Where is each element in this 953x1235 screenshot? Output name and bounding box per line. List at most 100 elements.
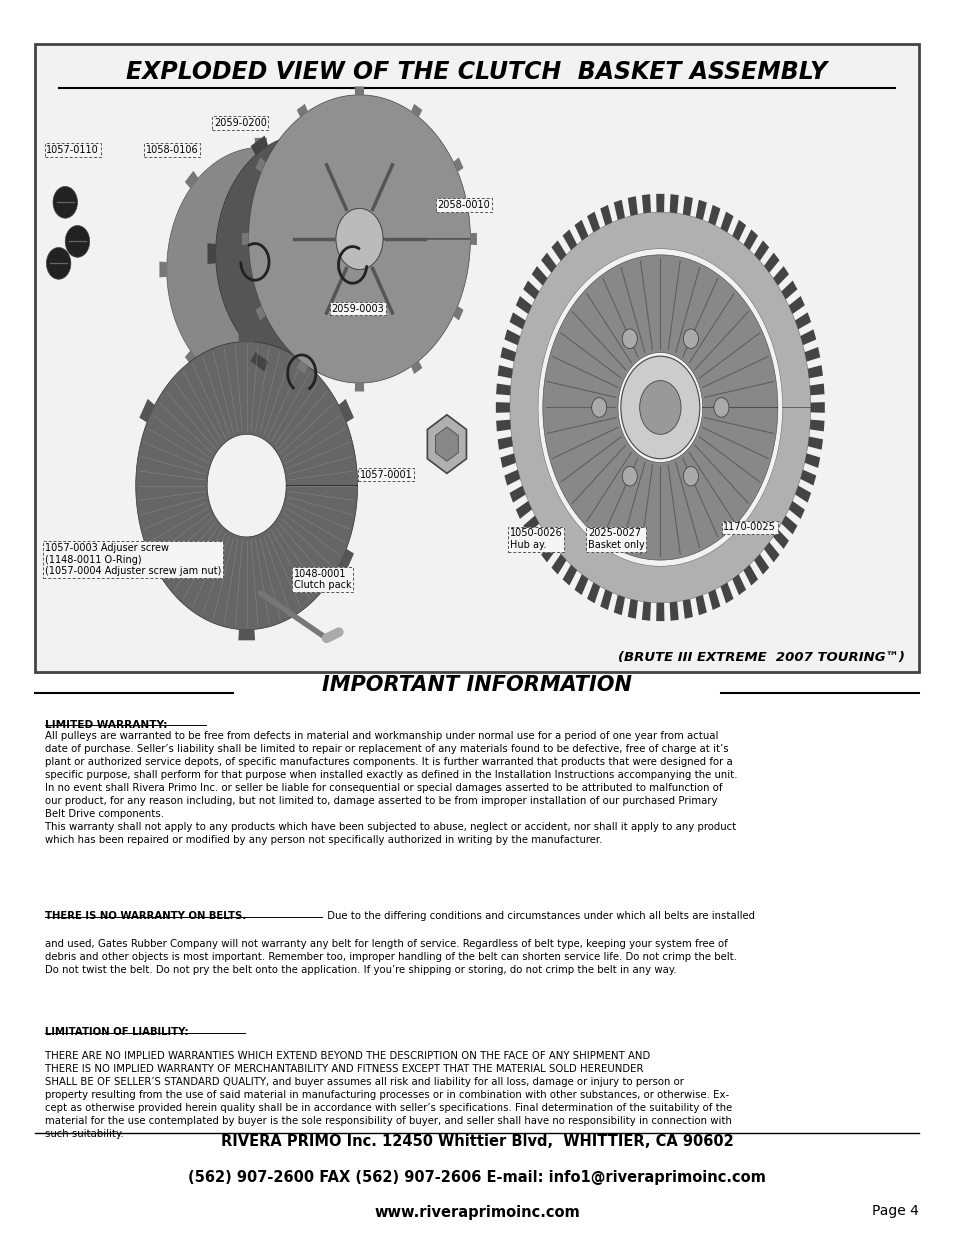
Circle shape — [621, 467, 637, 487]
Polygon shape — [809, 420, 823, 431]
Polygon shape — [627, 599, 638, 619]
Polygon shape — [347, 352, 364, 372]
Circle shape — [620, 356, 700, 458]
Polygon shape — [159, 262, 167, 278]
Polygon shape — [185, 170, 198, 189]
Polygon shape — [427, 415, 466, 473]
Polygon shape — [540, 542, 556, 562]
Polygon shape — [810, 403, 824, 412]
Polygon shape — [516, 296, 532, 314]
Polygon shape — [347, 136, 364, 156]
Polygon shape — [135, 342, 357, 630]
Polygon shape — [695, 200, 706, 220]
Polygon shape — [763, 253, 779, 273]
Polygon shape — [496, 403, 510, 412]
Polygon shape — [763, 542, 779, 562]
Polygon shape — [772, 266, 788, 285]
Circle shape — [591, 398, 606, 417]
Polygon shape — [800, 469, 816, 485]
Polygon shape — [781, 515, 797, 535]
Circle shape — [713, 398, 728, 417]
Polygon shape — [139, 548, 154, 572]
Text: 1057-0003 Adjuser screw
(1148-0011 O-Ring)
(1057-0004 Adjuster screw jam nut): 1057-0003 Adjuser screw (1148-0011 O-Rin… — [45, 543, 221, 577]
Polygon shape — [803, 347, 820, 362]
Polygon shape — [809, 384, 823, 395]
Text: THERE IS NO WARRANTY ON BELTS.: THERE IS NO WARRANTY ON BELTS. — [45, 910, 246, 920]
Polygon shape — [574, 220, 588, 241]
Text: (562) 907-2600 FAX (562) 907-2606 E-mail: info1@riveraprimoinc.com: (562) 907-2600 FAX (562) 907-2606 E-mail… — [188, 1171, 765, 1186]
Polygon shape — [720, 583, 733, 604]
Polygon shape — [542, 254, 777, 561]
Text: 2058-0010: 2058-0010 — [437, 200, 490, 210]
Polygon shape — [540, 253, 556, 273]
Polygon shape — [296, 104, 308, 117]
Polygon shape — [522, 515, 538, 535]
Polygon shape — [504, 330, 519, 346]
Polygon shape — [167, 147, 355, 391]
Polygon shape — [411, 361, 422, 374]
Polygon shape — [599, 205, 612, 226]
Polygon shape — [139, 399, 154, 422]
Text: and used, Gates Rubber Company will not warranty any belt for length of service.: and used, Gates Rubber Company will not … — [45, 939, 736, 974]
Polygon shape — [807, 437, 822, 450]
Polygon shape — [732, 220, 745, 241]
Polygon shape — [470, 233, 476, 245]
Polygon shape — [355, 383, 364, 391]
Polygon shape — [238, 331, 254, 342]
Circle shape — [335, 209, 382, 269]
Text: THERE ARE NO IMPLIED WARRANTIES WHICH EXTEND BEYOND THE DESCRIPTION ON THE FACE : THERE ARE NO IMPLIED WARRANTIES WHICH EX… — [45, 1051, 731, 1139]
Polygon shape — [453, 157, 463, 172]
Text: LIMITED WARRANTY:: LIMITED WARRANTY: — [45, 720, 167, 730]
Polygon shape — [522, 280, 538, 299]
Text: (BRUTE III EXTREME  2007 TOURING™): (BRUTE III EXTREME 2007 TOURING™) — [618, 651, 903, 664]
Polygon shape — [753, 555, 768, 574]
Text: 1170-0025: 1170-0025 — [722, 522, 776, 532]
FancyBboxPatch shape — [35, 43, 918, 672]
Circle shape — [65, 226, 90, 257]
Text: LIMITATION OF LIABILITY:: LIMITATION OF LIABILITY: — [45, 1026, 188, 1036]
Polygon shape — [399, 243, 408, 264]
Text: Due to the differing conditions and circumstances under which all belts are inst: Due to the differing conditions and circ… — [323, 910, 754, 920]
Polygon shape — [255, 157, 266, 172]
Polygon shape — [338, 399, 354, 422]
Polygon shape — [772, 530, 788, 548]
Polygon shape — [531, 266, 547, 285]
Polygon shape — [500, 453, 516, 468]
Polygon shape — [720, 211, 733, 232]
Text: 1057-0110: 1057-0110 — [47, 144, 99, 154]
Polygon shape — [355, 86, 364, 95]
Polygon shape — [551, 555, 566, 574]
Polygon shape — [742, 230, 758, 251]
Polygon shape — [627, 196, 638, 216]
Polygon shape — [781, 280, 797, 299]
Text: EXPLODED VIEW OF THE CLUTCH  BASKET ASSEMBLY: EXPLODED VIEW OF THE CLUTCH BASKET ASSEM… — [126, 59, 827, 84]
Circle shape — [682, 467, 698, 487]
Polygon shape — [562, 564, 577, 585]
Polygon shape — [732, 574, 745, 595]
Polygon shape — [742, 564, 758, 585]
Polygon shape — [682, 599, 692, 619]
Polygon shape — [411, 104, 422, 117]
Polygon shape — [242, 233, 249, 245]
Text: RIVERA PRIMO Inc. 12450 Whittier Blvd,  WHITTIER, CA 90602: RIVERA PRIMO Inc. 12450 Whittier Blvd, W… — [220, 1134, 733, 1149]
Circle shape — [47, 247, 71, 279]
Polygon shape — [509, 312, 525, 330]
Text: All pulleys are warranted to be free from defects in material and workmanship un: All pulleys are warranted to be free fro… — [45, 731, 737, 846]
Text: 2025-0027
Basket only: 2025-0027 Basket only — [587, 529, 644, 550]
Text: 1048-0001
Clutch pack: 1048-0001 Clutch pack — [294, 568, 351, 590]
Circle shape — [682, 329, 698, 348]
Polygon shape — [355, 262, 362, 278]
Polygon shape — [551, 241, 566, 261]
Polygon shape — [531, 530, 547, 548]
Polygon shape — [586, 211, 599, 232]
Polygon shape — [255, 306, 266, 321]
Polygon shape — [496, 384, 510, 395]
Polygon shape — [323, 351, 336, 368]
Text: 1050-0026
Hub ay.: 1050-0026 Hub ay. — [509, 529, 562, 550]
Polygon shape — [788, 501, 804, 519]
Circle shape — [621, 329, 637, 348]
Text: 1057-0001: 1057-0001 — [359, 469, 412, 479]
Polygon shape — [562, 230, 577, 251]
Text: Page 4: Page 4 — [871, 1204, 918, 1218]
Polygon shape — [249, 95, 470, 383]
